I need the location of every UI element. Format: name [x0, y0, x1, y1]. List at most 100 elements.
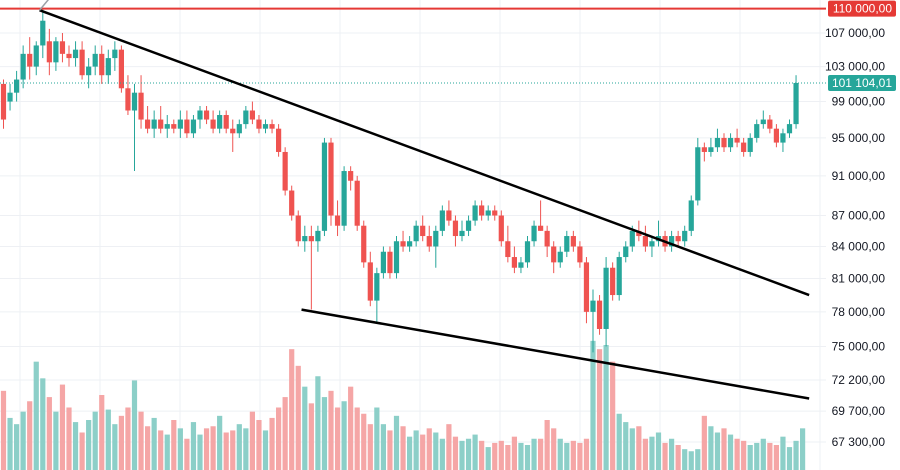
volume-bar: [27, 401, 33, 470]
candle: [747, 133, 753, 157]
candle-body: [131, 92, 138, 111]
candle: [341, 166, 347, 231]
volume-bar: [800, 428, 806, 470]
candle-body: [721, 137, 727, 148]
candle-body: [669, 236, 675, 247]
volume-bar: [407, 436, 413, 470]
candle: [151, 110, 157, 138]
candle-body: [27, 53, 33, 67]
volume-bar: [171, 420, 177, 470]
candle-body: [492, 210, 498, 216]
volume-bar: [721, 428, 727, 470]
volume-bar: [393, 415, 400, 470]
volume-bar: [760, 438, 766, 470]
volume-bar: [321, 397, 328, 470]
volume-bar: [328, 390, 334, 470]
last-price-tag-bg: [828, 74, 896, 91]
volume-bar: [72, 422, 79, 470]
volume-bar: [551, 428, 557, 470]
candle: [217, 110, 223, 134]
candle: [760, 110, 766, 129]
candle: [321, 137, 328, 237]
candle-body: [452, 220, 459, 237]
volume-bar: [256, 420, 262, 470]
candle: [603, 257, 609, 347]
candle: [223, 110, 229, 134]
volume-bar: [688, 451, 694, 470]
candle: [465, 215, 472, 237]
candle-body: [393, 241, 400, 274]
candle: [400, 230, 406, 252]
y-tick-label: 99 000,00: [832, 95, 886, 109]
candle: [544, 225, 550, 258]
volume-bar: [262, 430, 269, 470]
candle-body: [551, 246, 557, 263]
candle-body: [760, 119, 766, 125]
candle-body: [145, 119, 151, 129]
volume-bar: [780, 436, 786, 470]
candle-body: [99, 53, 105, 76]
candle-body: [217, 115, 223, 129]
volume-bar: [727, 434, 734, 470]
candle-body: [413, 225, 419, 242]
candle-body: [400, 241, 406, 247]
volume-bar: [734, 438, 740, 470]
candle-body: [354, 180, 360, 226]
volume-bar: [236, 424, 242, 470]
volume-bar: [334, 407, 341, 470]
candle-body: [695, 147, 701, 201]
volume-bar: [14, 424, 20, 470]
volume-bar: [7, 417, 13, 470]
volume-bar: [20, 411, 26, 470]
candle: [105, 49, 111, 84]
volume-bar: [243, 428, 249, 470]
candle-body: [361, 225, 367, 263]
candle: [557, 246, 563, 268]
candle-body: [184, 119, 190, 134]
candle-body: [348, 171, 354, 181]
volume-bar: [511, 436, 517, 470]
candle: [302, 225, 308, 252]
volume-bar: [636, 426, 642, 470]
candle: [0, 79, 7, 129]
candle-body: [276, 128, 282, 152]
volume-bar: [164, 434, 170, 470]
candle-body: [112, 49, 118, 59]
candle: [210, 110, 216, 134]
y-tick-label: 69 700,00: [832, 404, 886, 418]
volume-bar: [754, 442, 760, 470]
candle: [53, 37, 59, 71]
candle: [236, 119, 242, 138]
candle: [393, 236, 400, 279]
volume-bar: [420, 434, 426, 470]
candle: [682, 225, 688, 247]
candle: [20, 45, 26, 89]
volume-bar: [86, 420, 92, 470]
candle: [158, 106, 164, 134]
candle-body: [0, 83, 7, 120]
candle-body: [164, 124, 170, 129]
resistance-price-tag-label: 110 000,00: [833, 2, 892, 16]
candle: [793, 75, 799, 129]
candle: [479, 200, 485, 221]
candle: [262, 119, 269, 134]
y-tick-label: 95 000,00: [832, 131, 886, 145]
volume-bar: [0, 390, 7, 470]
volume-bar: [59, 384, 66, 470]
candle: [413, 220, 419, 247]
volume-bar: [46, 397, 52, 470]
volume-bar: [197, 434, 203, 470]
drawings[interactable]: [0, 0, 826, 400]
candle: [387, 246, 393, 279]
candle-body: [236, 124, 242, 134]
candlesticks: [0, 8, 799, 353]
candle: [734, 128, 740, 148]
volume-bar: [662, 442, 668, 470]
price-axis[interactable]: 107 000,00 103 000,00 99 000,00 95 000,00 91…: [825, 0, 900, 470]
volume-bar: [583, 438, 590, 470]
candle-body: [46, 41, 52, 63]
candle-body: [780, 133, 786, 143]
candle: [289, 185, 295, 221]
volume-bar: [675, 445, 681, 470]
